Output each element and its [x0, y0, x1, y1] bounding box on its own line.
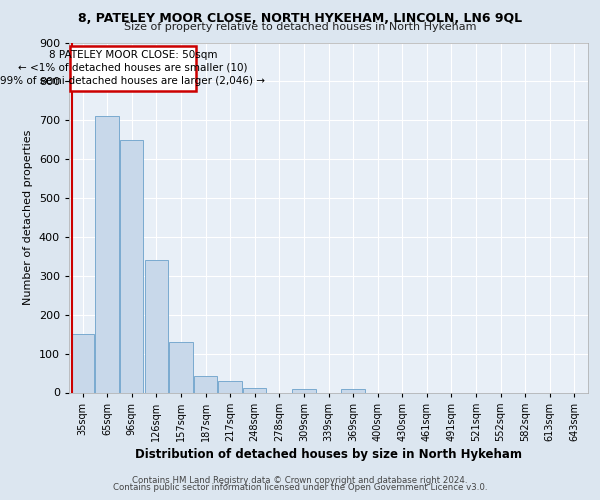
- Text: Size of property relative to detached houses in North Hykeham: Size of property relative to detached ho…: [124, 22, 476, 32]
- Bar: [194, 376, 217, 392]
- Bar: [120, 140, 143, 392]
- Bar: [71, 334, 94, 392]
- Bar: [218, 381, 242, 392]
- Bar: [243, 388, 266, 392]
- Bar: [292, 390, 316, 392]
- Text: 99% of semi-detached houses are larger (2,046) →: 99% of semi-detached houses are larger (…: [1, 76, 265, 86]
- Y-axis label: Number of detached properties: Number of detached properties: [23, 130, 33, 305]
- Bar: [95, 116, 119, 392]
- Bar: [70, 46, 196, 91]
- Bar: [169, 342, 193, 392]
- Text: Contains HM Land Registry data © Crown copyright and database right 2024.: Contains HM Land Registry data © Crown c…: [132, 476, 468, 485]
- Text: Contains public sector information licensed under the Open Government Licence v3: Contains public sector information licen…: [113, 484, 487, 492]
- Text: 8, PATELEY MOOR CLOSE, NORTH HYKEHAM, LINCOLN, LN6 9QL: 8, PATELEY MOOR CLOSE, NORTH HYKEHAM, LI…: [78, 12, 522, 24]
- Text: ← <1% of detached houses are smaller (10): ← <1% of detached houses are smaller (10…: [18, 62, 248, 72]
- Bar: [341, 390, 365, 392]
- X-axis label: Distribution of detached houses by size in North Hykeham: Distribution of detached houses by size …: [135, 448, 522, 461]
- Bar: [145, 260, 168, 392]
- Text: 8 PATELEY MOOR CLOSE: 50sqm: 8 PATELEY MOOR CLOSE: 50sqm: [49, 50, 217, 60]
